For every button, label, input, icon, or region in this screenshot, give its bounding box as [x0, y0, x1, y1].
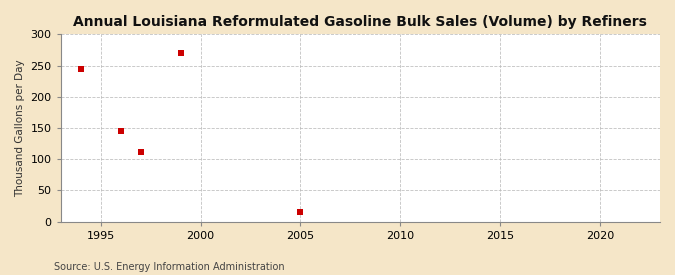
Point — [176, 51, 186, 55]
Text: Source: U.S. Energy Information Administration: Source: U.S. Energy Information Administ… — [54, 262, 285, 271]
Y-axis label: Thousand Gallons per Day: Thousand Gallons per Day — [15, 59, 25, 197]
Point — [76, 67, 86, 71]
Point — [115, 129, 126, 133]
Point — [135, 150, 146, 154]
Title: Annual Louisiana Reformulated Gasoline Bulk Sales (Volume) by Refiners: Annual Louisiana Reformulated Gasoline B… — [74, 15, 647, 29]
Point — [295, 210, 306, 214]
